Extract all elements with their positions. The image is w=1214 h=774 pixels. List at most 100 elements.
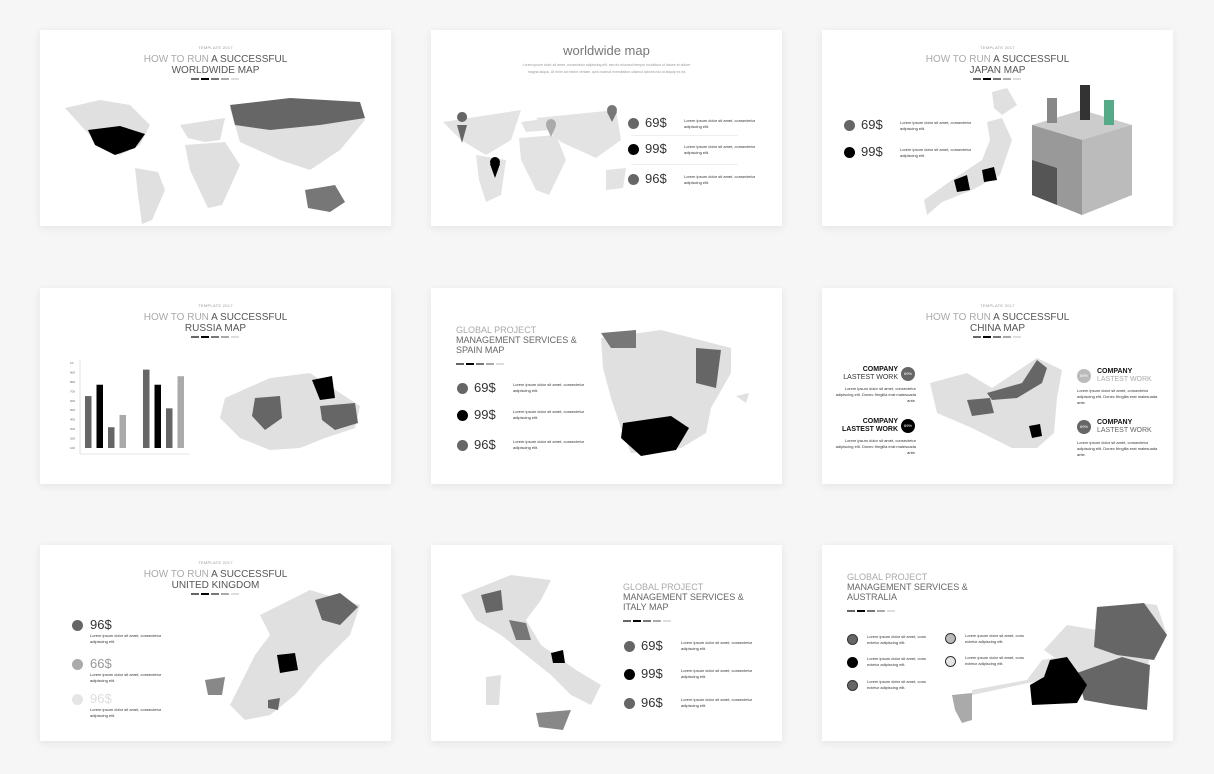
slide-china-map[interactable]: TEMPLATE 2017 HOW TO RUN A SUCCESSFUL CHI… bbox=[822, 288, 1173, 484]
item-description: Lorem ipsum dolor sit amet, consectetur … bbox=[90, 633, 162, 644]
bullet-dot bbox=[457, 440, 468, 451]
item-description: Lorem ipsum dolor sit amet, consectetur … bbox=[1077, 440, 1158, 457]
y-tick-label: 900 bbox=[70, 370, 75, 374]
bullet-dot bbox=[457, 383, 468, 394]
template-label: TEMPLATE 2017 bbox=[198, 45, 233, 50]
slide-title: HOW TO RUN A SUCCESSFUL JAPAN MAP bbox=[925, 54, 1070, 76]
item-description: Lorem ipsum dolor sit amet, consectetur … bbox=[513, 409, 585, 420]
price-value: 69$ bbox=[474, 380, 496, 395]
y-tick-label: 800 bbox=[70, 380, 75, 384]
percent-badge: 69% bbox=[1077, 420, 1091, 434]
item-description: Lorem ipsum dolor sit amet, consectetur … bbox=[900, 120, 972, 131]
slide-worldwide-map-prices[interactable]: worldwide map Lorem ipsum dolor sit amet… bbox=[431, 30, 782, 226]
dash-divider bbox=[456, 363, 504, 365]
slide-title: HOW TO RUN A SUCCESSFUL CHINA MAP bbox=[925, 312, 1070, 334]
price-value: 96$ bbox=[474, 437, 496, 452]
company-label: COMPANY LASTEST WORK bbox=[1097, 368, 1152, 383]
slide-united-kingdom[interactable]: TEMPLATE 2017 HOW TO RUN A SUCCESSFUL UNI… bbox=[40, 545, 391, 741]
template-label: TEMPLATE 2017 bbox=[198, 303, 233, 308]
price-value: 96$ bbox=[90, 691, 112, 706]
bullet-dot bbox=[945, 656, 956, 667]
item-description: Lorem ipsum dolor sit amet, consectetur … bbox=[1077, 388, 1158, 405]
percent-badge: 69% bbox=[901, 367, 915, 381]
y-tick-label: 200 bbox=[70, 437, 75, 441]
divider bbox=[631, 135, 738, 136]
y-tick-label: 400 bbox=[70, 418, 75, 422]
bar bbox=[119, 414, 126, 448]
slide-title: GLOBAL PROJECT MANAGEMENT SERVICES & ITALY… bbox=[623, 582, 744, 612]
y-tick-label: 1K bbox=[70, 361, 74, 365]
dash-divider bbox=[191, 593, 239, 595]
slide-japan-map[interactable]: TEMPLATE 2017 HOW TO RUN A SUCCESSFUL JAP… bbox=[822, 30, 1173, 226]
template-label: TEMPLATE 2017 bbox=[198, 560, 233, 565]
dash-divider bbox=[191, 78, 239, 80]
item-description: Lorem ipsum dolor sit amet, consectetur … bbox=[684, 118, 756, 129]
switzerland-map bbox=[220, 373, 360, 450]
price-value: 69$ bbox=[861, 117, 883, 132]
template-label: TEMPLATE 2017 bbox=[980, 45, 1015, 50]
slide-italy-map[interactable]: GLOBAL PROJECT MANAGEMENT SERVICES & ITALY… bbox=[431, 545, 782, 741]
slide-worldwide-map[interactable]: TEMPLATE 2017 HOW TO RUN A SUCCESSFUL WOR… bbox=[40, 30, 391, 226]
bullet-dot bbox=[624, 641, 635, 652]
item-description: Lorem ipsum dolor sit amet, cons ectetur… bbox=[965, 633, 1024, 644]
item-description: Lorem ipsum dolor sit amet, cons ectetur… bbox=[965, 655, 1024, 666]
y-tick-label: 600 bbox=[70, 399, 75, 403]
slide-title: GLOBAL PROJECT MANAGEMENT SERVICES & AUSTR… bbox=[847, 572, 968, 602]
china-map bbox=[930, 358, 1062, 448]
percent-badge: 69% bbox=[1077, 369, 1091, 383]
slide-russia-map[interactable]: TEMPLATE 2017 HOW TO RUN A SUCCESSFUL RUS… bbox=[40, 288, 391, 484]
bullet-dot bbox=[847, 657, 858, 668]
item-description: Lorem ipsum dolor sit amet, consectetur … bbox=[90, 672, 162, 683]
bullet-dot bbox=[624, 698, 635, 709]
item-description: Lorem ipsum dolor sit amet, consectetur … bbox=[513, 439, 585, 450]
world-map bbox=[443, 105, 626, 202]
price-value: 96$ bbox=[641, 695, 663, 710]
item-description: Lorem ipsum dolor sit amet, cons ectetur… bbox=[867, 679, 926, 690]
bar bbox=[108, 427, 115, 448]
price-value: 69$ bbox=[645, 115, 667, 130]
item-description: Lorem ipsum dolor sit amet, consectetur … bbox=[681, 640, 753, 651]
price-value: 96$ bbox=[90, 617, 112, 632]
bullet-dot bbox=[72, 620, 83, 631]
price-value: 99$ bbox=[641, 666, 663, 681]
item-description: Lorem ipsum dolor sit amet, consectetur … bbox=[681, 668, 753, 679]
bar-chart: 1K 900 800 700 600 500 400 300 200 100 bbox=[70, 360, 190, 455]
slide-australia-map[interactable]: GLOBAL PROJECT MANAGEMENT SERVICES & AUSTR… bbox=[822, 545, 1173, 741]
company-label: COMPANY LASTEST WORK bbox=[1097, 419, 1152, 434]
bullet-dot bbox=[847, 634, 858, 645]
item-description: Lorem ipsum dolor sit amet, cons ectetur… bbox=[867, 634, 926, 645]
item-description: Lorem ipsum dolor sit amet, consectetur … bbox=[900, 147, 972, 158]
bar bbox=[177, 376, 184, 448]
slide-title: HOW TO RUN A SUCCESSFUL WORLDWIDE MAP bbox=[143, 54, 288, 76]
dash-divider bbox=[847, 610, 895, 612]
item-description: Lorem ipsum dolor sit amet, consectetur … bbox=[681, 697, 753, 708]
bar bbox=[143, 369, 150, 448]
item-description: Lorem ipsum dolor sit amet, consectetur … bbox=[684, 144, 756, 155]
bullet-dot bbox=[844, 120, 855, 131]
item-description: Lorem ipsum dolor sit amet, consectetur … bbox=[684, 174, 756, 185]
bar bbox=[166, 408, 173, 448]
slide-title: worldwide map bbox=[563, 43, 650, 58]
item-description: Lorem ipsum dolor sit amet, cons ectetur… bbox=[867, 656, 926, 667]
item-description: Lorem ipsum dolor sit amet, consectetur … bbox=[835, 438, 916, 455]
bullet-dot bbox=[847, 680, 858, 691]
company-label: COMPANY LASTEST WORK bbox=[842, 418, 898, 433]
austria-map bbox=[952, 603, 1167, 723]
bullet-dot bbox=[628, 144, 639, 155]
price-value: 66$ bbox=[90, 656, 112, 671]
price-value: 99$ bbox=[861, 144, 883, 159]
percent-badge: 69% bbox=[901, 419, 915, 433]
bullet-dot bbox=[72, 694, 83, 705]
price-value: 99$ bbox=[645, 141, 667, 156]
price-value: 69$ bbox=[641, 638, 663, 653]
template-label: TEMPLATE 2017 bbox=[980, 303, 1015, 308]
item-description: Lorem ipsum dolor sit amet, consectetur … bbox=[90, 707, 162, 718]
uk-map bbox=[205, 590, 360, 720]
slide-title: HOW TO RUN A SUCCESSFUL UNITED KINGDOM bbox=[143, 569, 288, 591]
spain-map bbox=[601, 330, 749, 456]
bar bbox=[85, 396, 92, 448]
item-description: Lorem ipsum dolor sit amet, consectetur … bbox=[835, 386, 916, 403]
company-label: COMPANY LASTEST WORK bbox=[843, 366, 898, 381]
dash-divider bbox=[191, 336, 239, 338]
slide-spain-map[interactable]: GLOBAL PROJECT MANAGEMENT SERVICES & SPAIN… bbox=[431, 288, 782, 484]
